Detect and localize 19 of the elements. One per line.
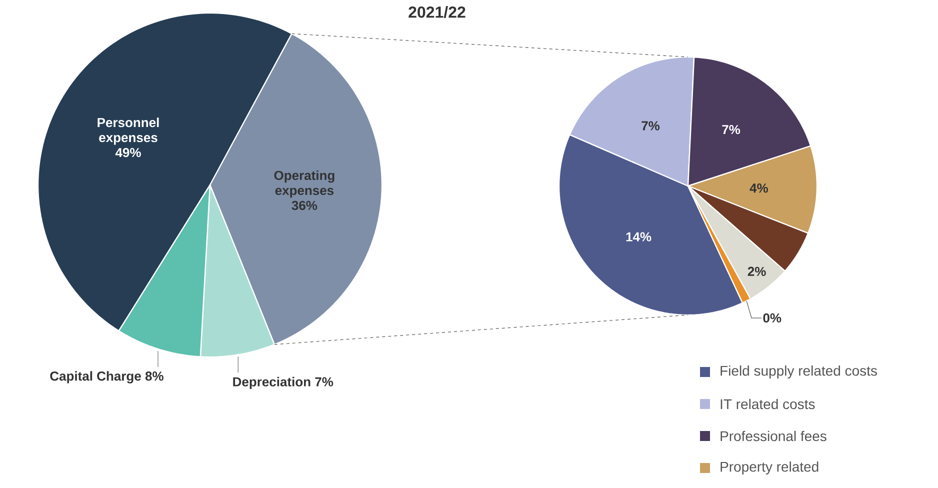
data-label: 2% — [748, 266, 766, 276]
data-label: 4% — [750, 184, 768, 193]
data-label: 7% — [315, 377, 334, 386]
legend-label: Property related — [720, 461, 818, 475]
legend-label: Professional fees — [720, 430, 826, 442]
data-label: 0% — [763, 313, 782, 323]
slice-label: Capital Charge — [50, 371, 141, 384]
slice-label: Operating expenses — [274, 170, 334, 198]
legend-label: Field supply related costs — [720, 365, 877, 379]
data-label: 14% — [626, 232, 652, 242]
data-label: 7% — [722, 124, 740, 134]
text: 2021/22 — [408, 6, 466, 18]
data-label: 36% — [292, 200, 318, 210]
slice-label: Depreciation — [233, 376, 310, 390]
slice-label: Personnel expenses — [98, 118, 159, 145]
legend-label: IT related costs — [720, 398, 815, 410]
data-label: 7% — [642, 121, 660, 130]
data-label: 49% — [115, 148, 141, 158]
data-label: 8% — [145, 371, 164, 381]
